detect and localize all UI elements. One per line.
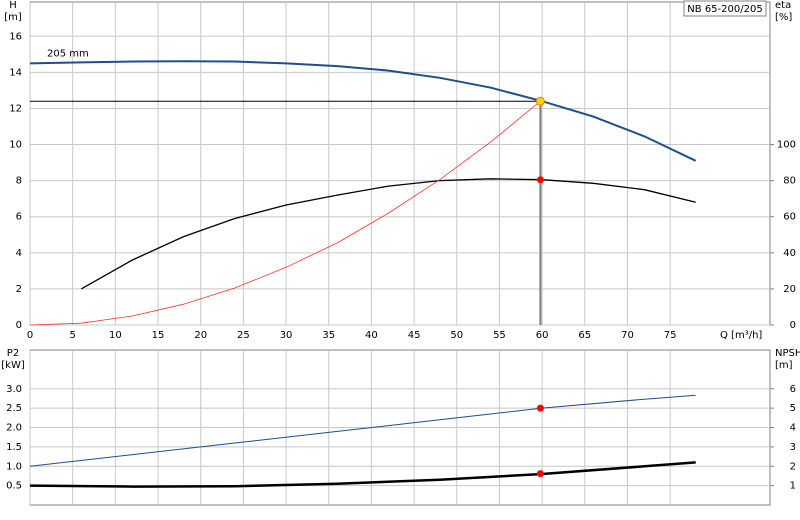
y-tick-label: 3.0 bbox=[6, 384, 22, 395]
x-tick-label: 55 bbox=[493, 330, 506, 341]
model-label: NB 65-200/205 bbox=[687, 4, 762, 15]
y-tick-label: 2.5 bbox=[6, 403, 22, 414]
y2-tick-label: 4 bbox=[790, 423, 796, 434]
x-tick-label: 40 bbox=[365, 330, 378, 341]
y2-axis-label: eta bbox=[775, 0, 791, 11]
model-box bbox=[683, 0, 767, 17]
y2-tick-label: 60 bbox=[783, 212, 796, 223]
x-axis-label: Q [m³/h] bbox=[720, 330, 762, 341]
plot-frame-top bbox=[29, 1, 771, 326]
x-tick-label: 30 bbox=[280, 330, 293, 341]
curve bbox=[80, 178, 696, 290]
curve bbox=[29, 100, 541, 326]
x-tick-label: 5 bbox=[69, 330, 75, 341]
y-tick-label: 2.0 bbox=[6, 423, 22, 434]
curve-label: 205 mm bbox=[47, 48, 89, 59]
y2-tick-label: 2 bbox=[790, 461, 796, 472]
y-axis-label: P2 bbox=[7, 348, 19, 359]
p2-point bbox=[536, 404, 544, 412]
y-tick-label: 16 bbox=[9, 31, 22, 42]
y-tick-label: 12 bbox=[9, 103, 22, 114]
y2-tick-label: 40 bbox=[783, 248, 796, 259]
y-tick-label: 14 bbox=[9, 67, 22, 78]
curve bbox=[29, 461, 696, 488]
x-tick-label: 15 bbox=[152, 330, 165, 341]
curve bbox=[29, 60, 697, 162]
y2-axis-unit: [m] bbox=[775, 360, 793, 371]
x-tick-label: 35 bbox=[322, 330, 335, 341]
y2-tick-label: 6 bbox=[790, 384, 796, 395]
y2-axis-unit: [%] bbox=[775, 12, 792, 23]
x-tick-label: 20 bbox=[194, 330, 207, 341]
y2-axis-label: NPSH bbox=[775, 348, 800, 359]
y-tick-label: 0.5 bbox=[6, 481, 22, 492]
y2-tick-label: 100 bbox=[777, 140, 796, 151]
x-tick-label: 50 bbox=[450, 330, 463, 341]
y-tick-label: 6 bbox=[16, 212, 22, 223]
y2-tick-label: 3 bbox=[790, 442, 796, 453]
y2-tick-label: 0 bbox=[790, 320, 796, 331]
y-tick-label: 0 bbox=[16, 320, 22, 331]
y-axis-unit: [m] bbox=[4, 12, 22, 23]
y2-tick-label: 20 bbox=[783, 284, 796, 295]
y2-tick-label: 1 bbox=[790, 481, 796, 492]
x-tick-label: 60 bbox=[536, 330, 549, 341]
y-tick-label: 1.5 bbox=[6, 442, 22, 453]
x-tick-label: 10 bbox=[109, 330, 122, 341]
y-axis-unit: [kW] bbox=[1, 360, 25, 371]
y-tick-label: 2 bbox=[16, 284, 22, 295]
x-tick-label: 65 bbox=[578, 330, 591, 341]
eta-point bbox=[536, 176, 544, 184]
npsh-point bbox=[536, 470, 544, 478]
x-tick-label: 75 bbox=[664, 330, 677, 341]
y-axis-label: H bbox=[9, 0, 17, 11]
marks-layer: 205 mm bbox=[29, 48, 697, 488]
y-tick-label: 8 bbox=[16, 176, 22, 187]
x-tick-label: 70 bbox=[621, 330, 634, 341]
y-tick-label: 10 bbox=[9, 140, 22, 151]
curve bbox=[29, 394, 696, 467]
x-tick-label: 0 bbox=[27, 330, 33, 341]
grid-layer bbox=[29, 2, 770, 505]
y-tick-label: 1.0 bbox=[6, 461, 22, 472]
x-tick-label: 25 bbox=[237, 330, 250, 341]
y2-tick-label: 5 bbox=[790, 403, 796, 414]
x-tick-label: 45 bbox=[408, 330, 421, 341]
y-tick-label: 4 bbox=[16, 248, 22, 259]
y2-tick-label: 80 bbox=[783, 176, 796, 187]
duty-point bbox=[535, 96, 545, 106]
